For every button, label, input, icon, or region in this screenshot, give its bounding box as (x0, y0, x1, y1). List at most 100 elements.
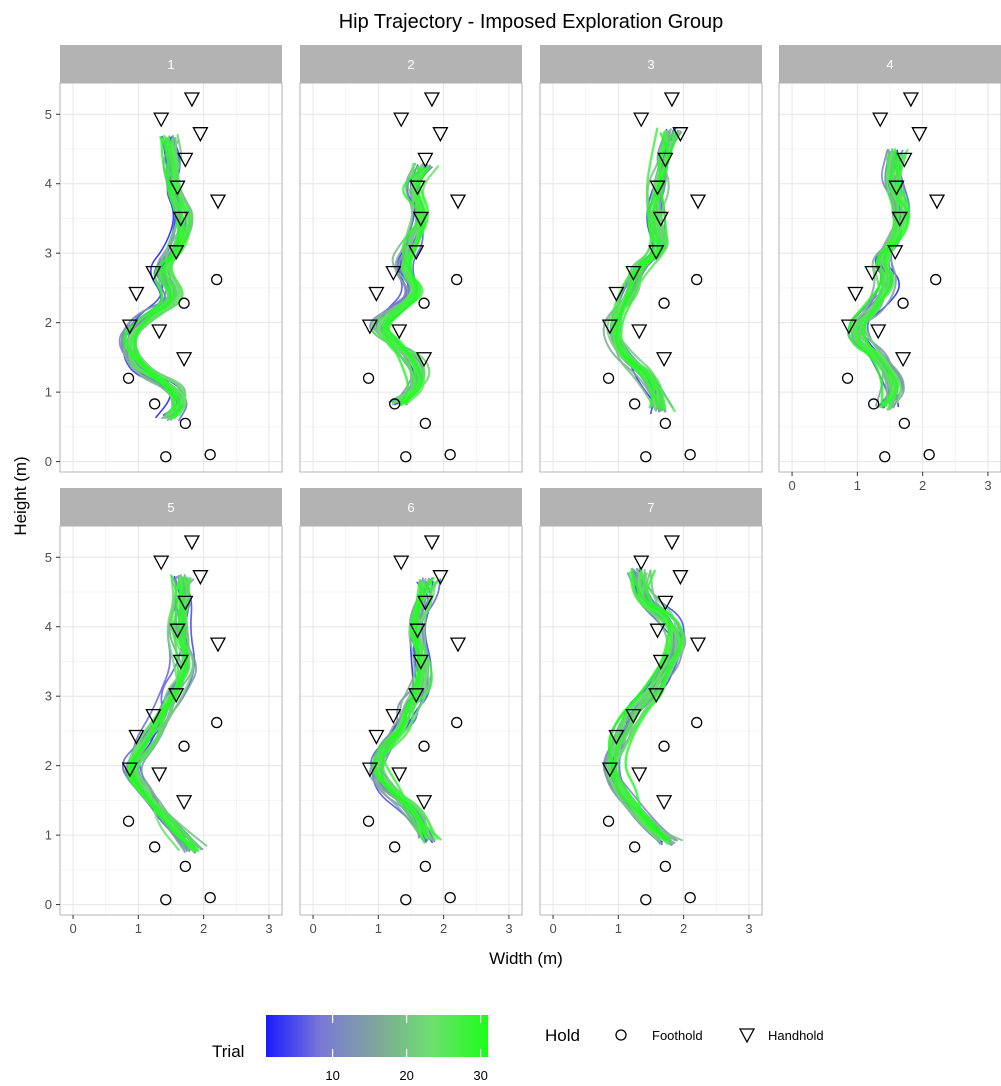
trial-trajectory (847, 148, 911, 407)
handhold-marker (655, 352, 673, 368)
handhold-marker (412, 211, 429, 227)
handhold-marker (633, 555, 650, 571)
y-tick-label: 5 (45, 107, 52, 122)
facet-strip (60, 45, 282, 83)
handhold-marker (631, 324, 648, 340)
handhold-marker (183, 535, 200, 551)
handhold-marker (689, 637, 707, 653)
facet-panel: 5 0 1 2 3 4 5 0 1 2 3 (45, 488, 283, 936)
trial-trajectory (129, 578, 190, 850)
facet-strip (540, 488, 762, 526)
facet-strip-label: 2 (407, 57, 414, 72)
colorbar-tick-label: 10 (325, 1068, 339, 1083)
foothold-marker (691, 716, 703, 729)
handhold-marker (840, 319, 857, 335)
panel-border (539, 525, 763, 916)
foothold-marker (362, 815, 375, 827)
facet-strip-label: 3 (647, 57, 654, 72)
foothold-marker (930, 273, 942, 286)
handhold-marker (393, 555, 410, 571)
x-tick-label: 1 (615, 921, 622, 936)
handhold-marker (409, 180, 426, 196)
handhold-marker (657, 152, 674, 168)
handhold-marker (145, 708, 162, 725)
foothold-marker (658, 297, 670, 309)
foothold-marker (179, 417, 192, 430)
trial-trajectory (612, 129, 681, 410)
x-tick-label: 2 (919, 478, 926, 493)
handhold-marker (361, 762, 378, 778)
chart-title: Hip Trajectory - Imposed Exploration Gro… (339, 11, 724, 33)
handhold-marker (608, 729, 625, 745)
handhold-marker (168, 245, 185, 261)
handhold-marker (888, 180, 905, 196)
foothold-legend-key (615, 1029, 627, 1041)
handhold-marker (601, 319, 618, 335)
handhold-marker (172, 654, 189, 670)
handhold-marker (128, 729, 145, 745)
y-tick-label: 0 (45, 454, 52, 469)
handhold-marker (153, 112, 170, 128)
facet-panel: 6 0 1 2 3 (299, 488, 523, 936)
handhold-marker (847, 286, 864, 302)
legend-hold-title: Hold (545, 1026, 580, 1045)
foothold-marker (389, 398, 401, 410)
handhold-marker (393, 112, 410, 128)
handhold-marker (663, 92, 680, 108)
foothold-marker (389, 841, 401, 853)
x-tick-label: 3 (265, 921, 272, 936)
foothold-marker (149, 398, 161, 410)
x-tick-label: 3 (505, 921, 512, 936)
handhold-marker (652, 211, 669, 227)
foothold-marker (691, 273, 703, 286)
handhold-marker (153, 555, 170, 571)
handhold-marker (655, 795, 673, 811)
facet-strip (540, 45, 762, 83)
handhold-marker (649, 623, 666, 639)
handhold-marker (169, 623, 186, 639)
trial-trajectory (387, 167, 429, 407)
facet-strip-label: 6 (407, 500, 414, 515)
foothold-legend-label: Foothold (652, 1028, 703, 1043)
handhold-marker (151, 324, 168, 340)
trial-colorbar (266, 1015, 488, 1057)
trial-trajectory (615, 132, 670, 409)
x-tick-label: 1 (375, 921, 382, 936)
x-tick-label: 2 (440, 921, 447, 936)
handhold-marker (894, 352, 912, 368)
trial-trajectory (133, 140, 182, 421)
facet-strip-label: 1 (167, 57, 174, 72)
foothold-marker (362, 372, 375, 384)
facet-panel: 3 (539, 45, 763, 473)
x-tick-label: 3 (745, 921, 752, 936)
handhold-marker (633, 112, 650, 128)
foothold-marker (122, 815, 135, 827)
foothold-marker (444, 448, 456, 461)
facet-strip-label: 5 (167, 500, 174, 515)
handhold-marker (391, 324, 408, 340)
handhold-marker (449, 194, 467, 210)
handhold-marker (183, 92, 200, 108)
colorbar-tick-label: 30 (473, 1068, 487, 1083)
handhold-marker (417, 152, 434, 168)
handhold-marker (631, 767, 648, 783)
foothold-marker (211, 716, 223, 729)
handhold-marker (625, 708, 642, 725)
foothold-marker (418, 740, 430, 752)
foothold-marker (684, 448, 696, 461)
handhold-marker (432, 127, 449, 143)
foothold-marker (629, 841, 641, 853)
x-tick-label: 2 (200, 921, 207, 936)
legend: Trial 10 20 30 Hold Foothold Handhold (212, 1015, 824, 1083)
handhold-marker (625, 265, 642, 282)
trial-trajectory (384, 165, 429, 403)
handhold-marker (649, 180, 666, 196)
handhold-marker (891, 211, 908, 227)
trial-trajectory (608, 571, 680, 842)
foothold-marker (659, 860, 672, 873)
facet-strip (300, 45, 522, 83)
y-tick-label: 0 (45, 897, 52, 912)
handhold-marker (128, 286, 145, 302)
y-tick-label: 2 (45, 315, 52, 330)
